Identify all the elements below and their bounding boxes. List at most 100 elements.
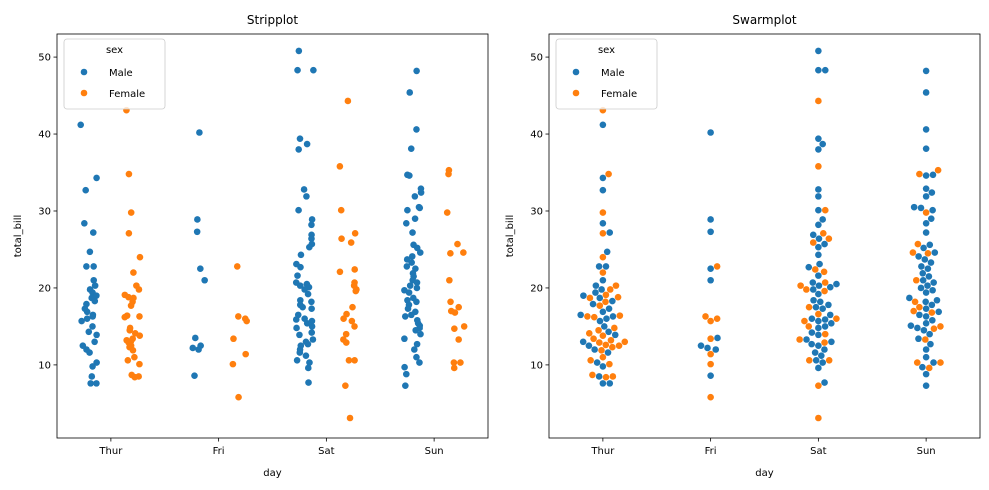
stripplot-point-male	[93, 292, 100, 299]
stripplot-point-male	[294, 66, 301, 74]
swarmplot-point-female	[825, 235, 833, 242]
stripplot-point-male	[402, 382, 409, 389]
stripplot-point-female	[351, 323, 358, 330]
stripplot-point-male	[413, 340, 421, 348]
stripplot-point-female	[229, 360, 237, 368]
stripplot-point-male	[89, 313, 97, 320]
swarmplot-point-male	[821, 323, 829, 330]
stripplot-legend-label-female: Female	[109, 89, 145, 100]
swarmplot-point-male	[815, 193, 822, 200]
swarmplot-point-male	[922, 346, 930, 353]
swarmplot-point-male	[929, 316, 936, 324]
swarmplot-point-male	[914, 324, 921, 332]
stripplot-point-male	[296, 349, 304, 356]
stripplot-point-male	[413, 284, 421, 292]
swarmplot-point-female	[911, 298, 919, 306]
swarmplot-point-female	[616, 312, 624, 319]
swarmplot-point-male	[605, 328, 612, 336]
swarmplot-point-male	[922, 289, 930, 296]
swarmplot-point-female	[615, 342, 623, 349]
stripplot-point-female	[340, 315, 347, 323]
swarmplot-point-male	[825, 301, 832, 309]
swarmplot-point-male	[609, 313, 617, 320]
swarmplot-point-male	[922, 220, 930, 227]
swarmplot-point-male	[815, 364, 822, 372]
swarmplot-y-label: total_bill	[505, 215, 516, 258]
swarmplot-legend-title: sex	[598, 45, 615, 56]
swarmplot-point-male	[815, 342, 822, 349]
stripplot-point-male	[308, 221, 315, 229]
swarmplot-legend-marker-male	[572, 68, 580, 76]
swarmplot-point-male	[809, 286, 817, 293]
swarmplot-point-male	[808, 340, 815, 348]
swarmplot-point-male	[596, 317, 604, 325]
swarmplot-point-male	[599, 220, 607, 227]
stripplot-point-male	[413, 67, 420, 75]
swarmplot-point-male	[828, 338, 835, 346]
stripplot-point-male	[303, 193, 310, 200]
swarmplot-point-male	[605, 305, 613, 313]
stripplot-point-male	[78, 317, 85, 325]
swarmplot-point-female	[910, 307, 917, 315]
swarmplot-point-male	[821, 240, 828, 248]
swarmplot-point-male	[808, 329, 816, 336]
swarmplot-y-tick-label: 10	[530, 360, 543, 371]
stripplot-legend-marker-female	[80, 89, 88, 97]
swarmplot-point-female	[922, 209, 930, 216]
swarmplot-point-male	[819, 140, 826, 148]
stripplot-point-male	[293, 324, 300, 332]
swarmplot-x-label: day	[755, 468, 773, 479]
stripplot-point-male	[301, 286, 308, 293]
swarmplot-point-male	[919, 363, 926, 371]
swarmplot-point-female	[602, 341, 610, 349]
stripplot-point-male	[401, 313, 409, 320]
swarmplot-point-female	[702, 313, 709, 320]
swarmplot-point-male	[599, 186, 607, 194]
swarmplot-point-male	[599, 276, 607, 284]
swarmplot-point-female	[707, 335, 714, 343]
stripplot-point-female	[348, 317, 356, 325]
swarmplot-legend-label-female: Female	[601, 89, 637, 100]
swarmplot-point-male	[919, 270, 927, 277]
stripplot-point-female	[346, 414, 354, 422]
swarmplot-point-female	[805, 303, 813, 311]
stripplot-point-male	[308, 235, 315, 242]
swarmplot-point-female	[586, 294, 594, 302]
swarmplot-point-male	[925, 273, 933, 280]
stripplot-point-female	[125, 170, 133, 178]
stripplot-y-tick-label: 20	[38, 283, 51, 294]
swarmplot-point-male	[707, 265, 714, 273]
stripplot-point-male	[306, 243, 313, 251]
swarmplot-point-male	[815, 324, 822, 332]
stripplot-point-male	[403, 263, 411, 270]
swarmplot-point-male	[611, 331, 619, 339]
swarmplot-point-male	[826, 311, 834, 319]
swarmplot-point-male	[933, 296, 941, 304]
stripplot-point-female	[127, 209, 135, 216]
stripplot-point-male	[93, 380, 100, 387]
swarmplot-point-male	[919, 276, 927, 284]
swarmplot-point-male	[805, 263, 813, 271]
swarmplot-point-female	[925, 364, 933, 372]
stripplot-point-male	[293, 356, 301, 364]
swarmplot-point-male	[910, 203, 918, 211]
stripplot-point-female	[454, 240, 461, 248]
swarmplot-point-male	[707, 216, 714, 223]
swarmplot-point-female	[833, 315, 840, 323]
swarmplot-point-female	[713, 315, 721, 323]
swarmplot-point-male	[812, 303, 820, 311]
swarmplot-point-male	[815, 235, 823, 242]
stripplot-point-male	[406, 172, 413, 179]
swarmplot-point-male	[816, 260, 823, 268]
swarmplot-point-male	[821, 66, 829, 74]
swarmplot-point-male	[929, 171, 937, 179]
swarmplot-point-male	[833, 280, 840, 288]
stripplot-point-female	[351, 266, 359, 273]
stripplot-x-ticks: Thur Fri Sat Sun	[98, 438, 444, 457]
swarmplot-point-female	[819, 230, 827, 237]
swarmplot-point-male	[927, 259, 935, 266]
stripplot-point-female	[124, 356, 132, 364]
swarmplot-point-female	[811, 266, 819, 273]
stripplot-axes: Stripplot day total_bill Thur Fri Sat Sun 1…	[13, 13, 489, 479]
swarmplot-point-male	[595, 373, 603, 380]
